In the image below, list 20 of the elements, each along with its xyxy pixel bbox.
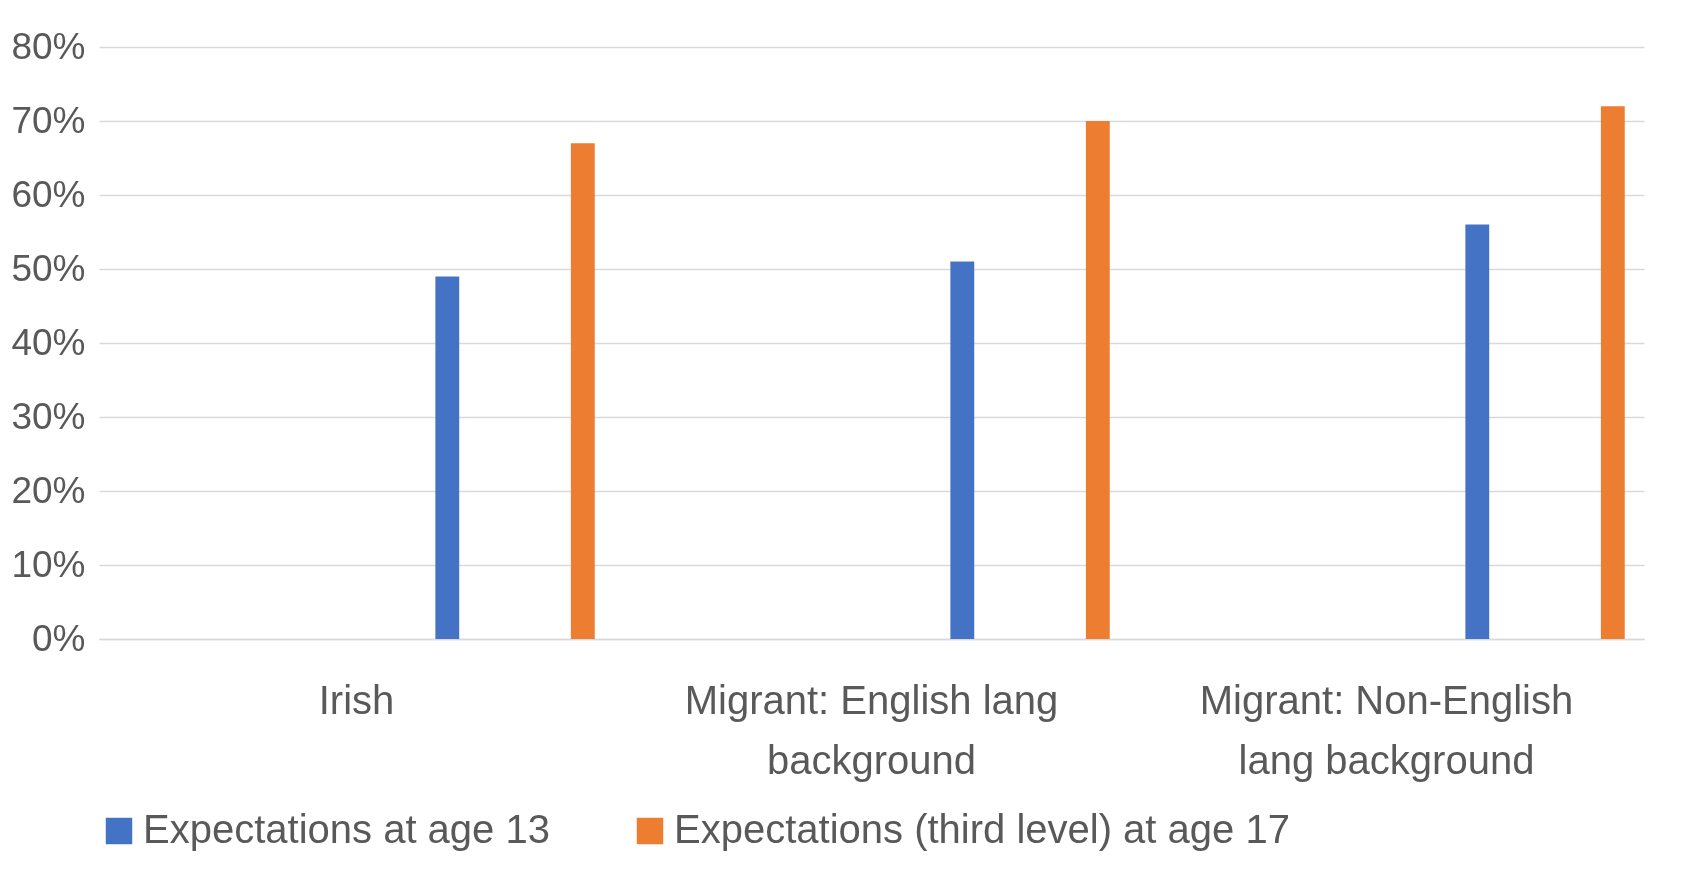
- bar: [950, 261, 975, 639]
- y-tick-label: 0%: [32, 617, 86, 659]
- bar: [570, 143, 595, 639]
- y-tick-label: 50%: [11, 247, 86, 289]
- y-tick-label: 30%: [11, 395, 86, 437]
- y-tick-label: 70%: [11, 99, 86, 141]
- y-tick-label: 10%: [11, 543, 86, 585]
- y-tick-label: 60%: [11, 173, 86, 215]
- legend-label: Expectations at age 13: [143, 807, 550, 851]
- bar: [1085, 121, 1110, 639]
- y-tick-label: 20%: [11, 469, 86, 511]
- bar: [1465, 224, 1490, 639]
- y-tick-label: 80%: [11, 25, 86, 67]
- x-tick-label: Irish: [318, 677, 395, 722]
- legend-label: Expectations (third level) at age 17: [674, 807, 1290, 851]
- y-tick-label: 40%: [11, 321, 86, 363]
- bar: [1600, 106, 1625, 639]
- x-tick-label: Migrant: English lang background: [684, 677, 1059, 782]
- x-tick-label: Migrant: Non-English lang background: [1199, 677, 1574, 782]
- bar: [435, 276, 460, 639]
